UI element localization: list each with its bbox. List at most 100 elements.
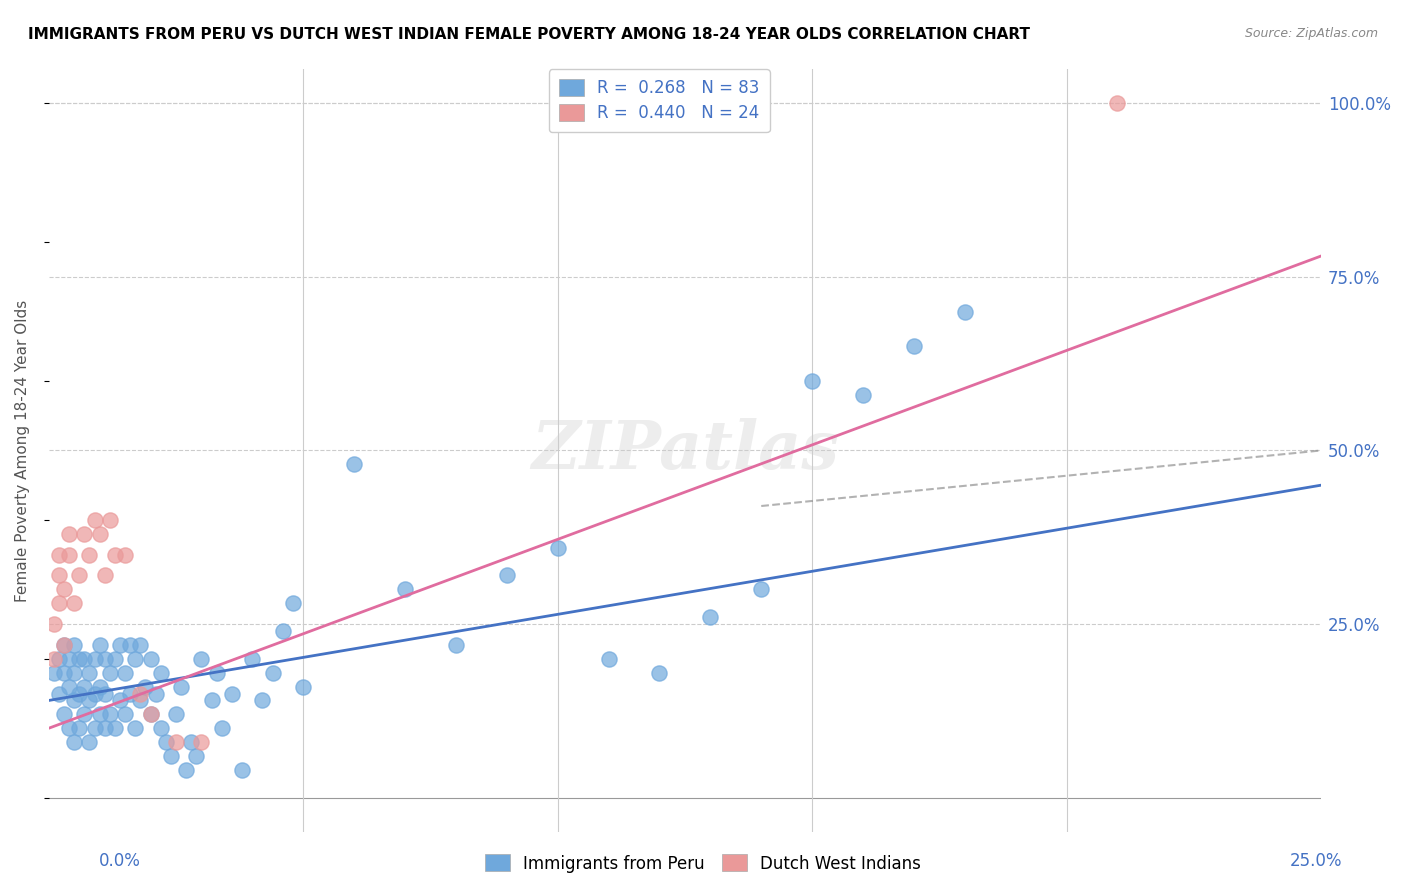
Point [53,638,76,652]
Point [53,707,76,722]
Point [129,638,152,652]
Point [79,735,101,749]
Point [134,680,156,694]
Legend: R =  0.268   N = 83, R =  0.440   N = 24: R = 0.268 N = 83, R = 0.440 N = 24 [550,70,770,132]
Point [124,721,146,735]
Point [48,652,70,666]
Point [444,638,467,652]
Point [495,568,517,582]
Point [48,596,70,610]
Point [205,665,228,680]
Text: 25.0%: 25.0% [1291,852,1343,870]
Point [58,652,80,666]
Point [98,513,121,527]
Point [53,665,76,680]
Point [221,686,243,700]
Point [67,568,90,582]
Point [139,652,162,666]
Point [174,763,197,777]
Point [104,652,127,666]
Point [89,707,111,722]
Point [58,548,80,562]
Point [271,624,294,638]
Point [547,541,569,555]
Point [145,686,167,700]
Y-axis label: Female Poverty Among 18-24 Year Olds: Female Poverty Among 18-24 Year Olds [15,300,30,601]
Point [98,665,121,680]
Point [852,388,875,402]
Point [165,735,187,749]
Point [73,652,96,666]
Point [73,707,96,722]
Point [83,686,105,700]
Point [801,374,824,388]
Text: 0.0%: 0.0% [98,852,141,870]
Point [394,582,416,597]
Point [58,526,80,541]
Point [749,582,772,597]
Point [170,680,193,694]
Point [53,638,76,652]
Point [93,652,115,666]
Point [129,686,152,700]
Point [292,680,315,694]
Point [89,526,111,541]
Point [63,596,86,610]
Point [63,665,86,680]
Point [42,652,65,666]
Point [63,693,86,707]
Legend: Immigrants from Peru, Dutch West Indians: Immigrants from Peru, Dutch West Indians [478,847,928,880]
Point [903,339,925,353]
Text: IMMIGRANTS FROM PERU VS DUTCH WEST INDIAN FEMALE POVERTY AMONG 18-24 YEAR OLDS C: IMMIGRANTS FROM PERU VS DUTCH WEST INDIA… [28,27,1031,42]
Point [149,721,172,735]
Point [180,735,202,749]
Point [124,652,146,666]
Point [139,707,162,722]
Point [252,693,274,707]
Text: Source: ZipAtlas.com: Source: ZipAtlas.com [1244,27,1378,40]
Point [93,721,115,735]
Point [63,735,86,749]
Point [83,652,105,666]
Point [262,665,284,680]
Point [79,665,101,680]
Point [42,617,65,632]
Point [104,721,127,735]
Point [139,707,162,722]
Point [58,721,80,735]
Point [186,749,208,764]
Point [104,548,127,562]
Point [211,721,233,735]
Point [120,686,142,700]
Point [63,638,86,652]
Point [343,458,366,472]
Point [648,665,671,680]
Point [48,568,70,582]
Point [240,652,263,666]
Point [73,526,96,541]
Point [160,749,183,764]
Point [89,680,111,694]
Point [89,638,111,652]
Point [190,735,212,749]
Point [699,610,721,624]
Point [67,721,90,735]
Point [598,652,620,666]
Point [120,638,142,652]
Point [129,693,152,707]
Point [83,721,105,735]
Point [73,680,96,694]
Point [48,686,70,700]
Point [281,596,304,610]
Point [79,693,101,707]
Point [108,693,131,707]
Point [98,707,121,722]
Point [201,693,224,707]
Point [53,582,76,597]
Point [231,763,253,777]
Text: ZIPatlas: ZIPatlas [531,418,839,483]
Point [79,548,101,562]
Point [149,665,172,680]
Point [42,665,65,680]
Point [93,568,115,582]
